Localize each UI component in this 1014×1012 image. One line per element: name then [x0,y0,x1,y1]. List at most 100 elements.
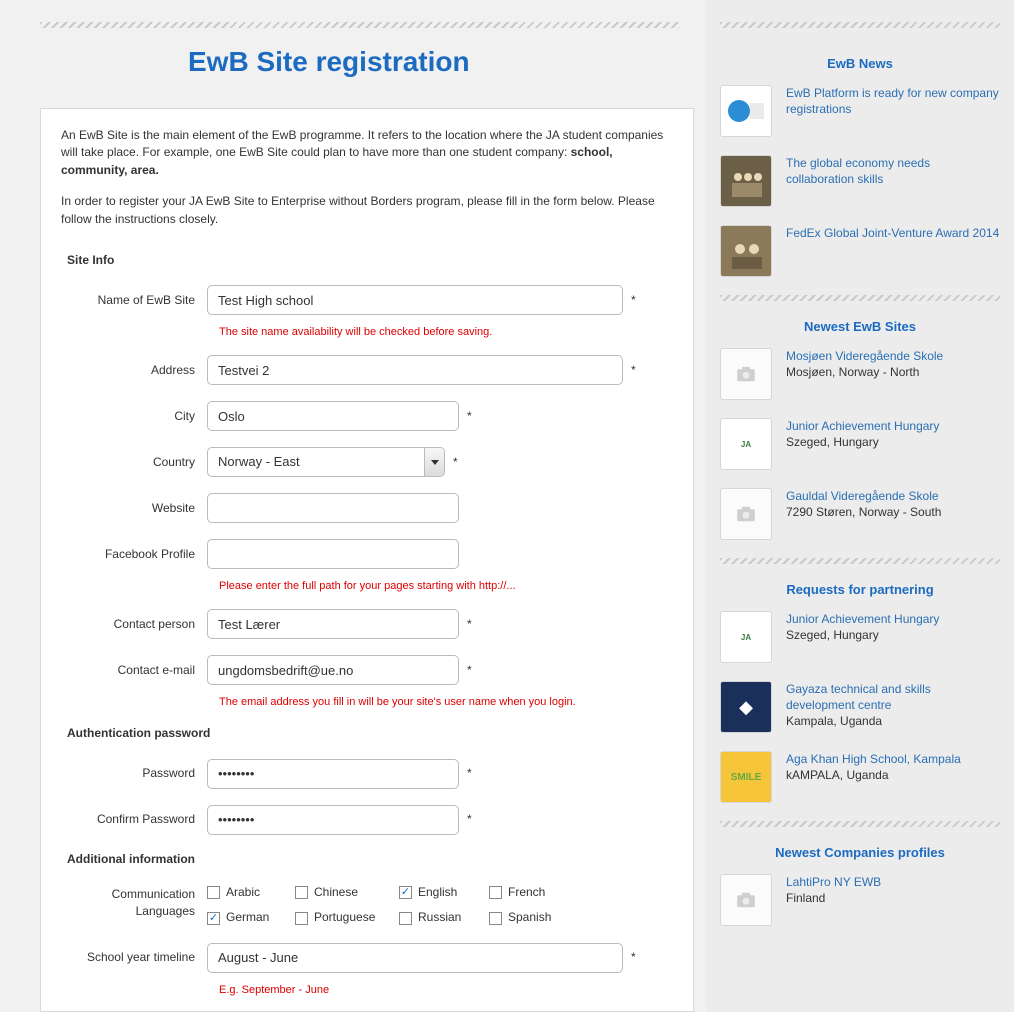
thumbnail-image: ◆ [720,681,772,733]
thumbnail-placeholder-icon [720,874,772,926]
city-input[interactable] [207,401,459,431]
checkbox-icon: ✓ [399,886,412,899]
language-label: German [226,909,269,926]
label-country: Country [61,454,207,471]
contact-person-input[interactable] [207,609,459,639]
site-name-input[interactable] [207,285,623,315]
language-checkbox[interactable]: ✓English [399,884,489,901]
thumbnail-image [720,155,772,207]
languages-grid: Arabic Chinese✓English French ✓ German Portug… [207,884,577,927]
website-input[interactable] [207,493,459,523]
checkbox-icon [295,886,308,899]
checkbox-icon: ✓ [207,912,220,925]
language-checkbox[interactable]: Russian [399,909,489,926]
label-facebook: Facebook Profile [61,546,207,563]
sidebar-link[interactable]: Junior Achievement Hungary [786,611,1000,627]
sidebar-subtext: Finland [786,891,1000,905]
thumbnail-placeholder-icon [720,488,772,540]
label-name: Name of EwB Site [61,292,207,309]
sidebar-subtext: 7290 Støren, Norway - South [786,505,1000,519]
language-label: Arabic [226,884,260,901]
sidebar-link[interactable]: Aga Khan High School, Kampala [786,751,1000,767]
contact-email-input[interactable] [207,655,459,685]
language-label: Spanish [508,909,551,926]
camera-icon [736,506,756,522]
checkbox-icon [399,912,412,925]
checkbox-icon [207,886,220,899]
language-checkbox[interactable]: Portuguese [295,909,399,926]
sidebar-heading-partner: Requests for partnering [720,582,1000,597]
language-checkbox[interactable]: Spanish [489,909,577,926]
required-marker: * [631,949,636,966]
sidebar-link[interactable]: LahtiPro NY EWB [786,874,1000,890]
sidebar-link[interactable]: EwB Platform is ready for new company re… [786,85,1000,117]
intro-paragraph-2: In order to register your JA EwB Site to… [61,193,673,228]
sidebar-link[interactable]: The global economy needs collaboration s… [786,155,1000,187]
sidebar: EwB News EwB Platform is ready for new c… [706,0,1014,1012]
divider [720,22,1000,28]
required-marker: * [631,362,636,379]
divider [40,22,680,28]
intro-paragraph-1: An EwB Site is the main element of the E… [61,127,673,179]
label-city: City [61,408,207,425]
sidebar-link[interactable]: Gayaza technical and skills development … [786,681,1000,713]
sidebar-link[interactable]: Gauldal Videregående Skole [786,488,1000,504]
sidebar-item: The global economy needs collaboration s… [720,155,1000,207]
required-marker: * [467,408,472,425]
sidebar-link[interactable]: Junior Achievement Hungary [786,418,1000,434]
sidebar-link[interactable]: FedEx Global Joint-Venture Award 2014 [786,225,1000,241]
sidebar-subtext: Szeged, Hungary [786,435,1000,449]
language-label: French [508,884,545,901]
language-checkbox[interactable]: ✓ German [207,909,295,926]
checkbox-icon [489,912,502,925]
thumbnail-image [720,225,772,277]
label-contact-email: Contact e-mail [61,662,207,679]
language-checkbox[interactable]: French [489,884,577,901]
sidebar-item: LahtiPro NY EWBFinland [720,874,1000,926]
sidebar-item: ◆ Gayaza technical and skills development… [720,681,1000,733]
hint-email: The email address you fill in will be yo… [219,695,673,711]
language-checkbox[interactable]: Arabic [207,884,295,901]
country-value: Norway - East [208,453,424,472]
label-contact-person: Contact person [61,616,207,633]
language-checkbox[interactable]: Chinese [295,884,399,901]
thumbnail-image: JA [720,611,772,663]
thumbnail-placeholder-icon [720,348,772,400]
sidebar-heading-companies: Newest Companies profiles [720,845,1000,860]
sidebar-subtext: Kampala, Uganda [786,714,1000,728]
divider [720,295,1000,301]
language-label: Russian [418,909,461,926]
camera-icon [736,366,756,382]
required-marker: * [467,662,472,679]
facebook-input[interactable] [207,539,459,569]
label-school-year: School year timeline [61,949,207,966]
sidebar-heading-news: EwB News [720,56,1000,71]
label-confirm-password: Confirm Password [61,811,207,828]
thumbnail-image [720,85,772,137]
checkbox-icon [489,886,502,899]
hint-facebook: Please enter the full path for your page… [219,579,673,595]
password-input[interactable] [207,759,459,789]
thumbnail-image: SMILE [720,751,772,803]
required-marker: * [631,292,636,309]
sidebar-subtext: Mosjøen, Norway - North [786,365,1000,379]
school-year-input[interactable] [207,943,623,973]
sidebar-item: JAJunior Achievement HungarySzeged, Hung… [720,418,1000,470]
page-title: EwB Site registration [188,46,694,78]
address-input[interactable] [207,355,623,385]
language-label: Portuguese [314,909,375,926]
label-website: Website [61,500,207,517]
hint-school-year: E.g. September - June [219,983,673,999]
country-select[interactable]: Norway - East [207,447,445,477]
required-marker: * [453,454,458,471]
section-auth: Authentication password [67,725,673,742]
divider [720,821,1000,827]
checkbox-icon [295,912,308,925]
sidebar-item: EwB Platform is ready for new company re… [720,85,1000,137]
required-marker: * [467,811,472,828]
registration-form: An EwB Site is the main element of the E… [40,108,694,1012]
label-address: Address [61,362,207,379]
sidebar-link[interactable]: Mosjøen Videregående Skole [786,348,1000,364]
confirm-password-input[interactable] [207,805,459,835]
sidebar-heading-sites: Newest EwB Sites [720,319,1000,334]
